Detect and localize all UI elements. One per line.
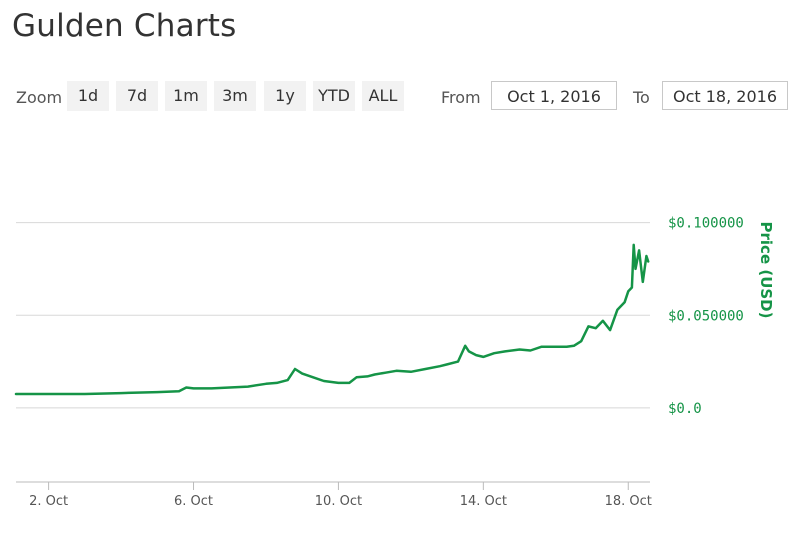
page-title: Gulden Charts [12,8,237,44]
from-label: From [441,88,481,107]
x-tick-label: 6. Oct [174,494,213,509]
y-tick-label: $0.0 [668,401,702,417]
zoom-button-ytd[interactable]: YTD [313,81,355,111]
zoom-button-all[interactable]: ALL [362,81,404,111]
x-tick-label: 10. Oct [315,494,362,509]
grid-lines [16,222,650,409]
y-tick-label: $0.100000 [668,216,744,232]
series-line [14,243,650,396]
from-date-input[interactable]: Oct 1, 2016 [491,81,617,110]
y-axis-ticks: $0.0 $0.050000 $0.100000 [668,216,744,417]
zoom-button-3m[interactable]: 3m [214,81,256,111]
zoom-button-1y[interactable]: 1y [264,81,306,111]
zoom-label: Zoom [16,88,63,107]
y-axis-title: Price (USD) [757,222,775,319]
x-tick-label: 18. Oct [605,494,652,509]
x-tick-label: 14. Oct [460,494,507,509]
x-axis: 2. Oct 6. Oct 10. Oct 14. Oct 18. Oct [16,481,652,509]
x-tick-label: 2. Oct [29,494,68,509]
zoom-button-7d[interactable]: 7d [116,81,158,111]
to-label: To [633,88,650,107]
zoom-button-1m[interactable]: 1m [165,81,207,111]
series-layer [14,243,650,396]
to-date-input[interactable]: Oct 18, 2016 [662,81,788,110]
y-tick-label: $0.050000 [668,308,744,324]
zoom-button-1d[interactable]: 1d [67,81,109,111]
